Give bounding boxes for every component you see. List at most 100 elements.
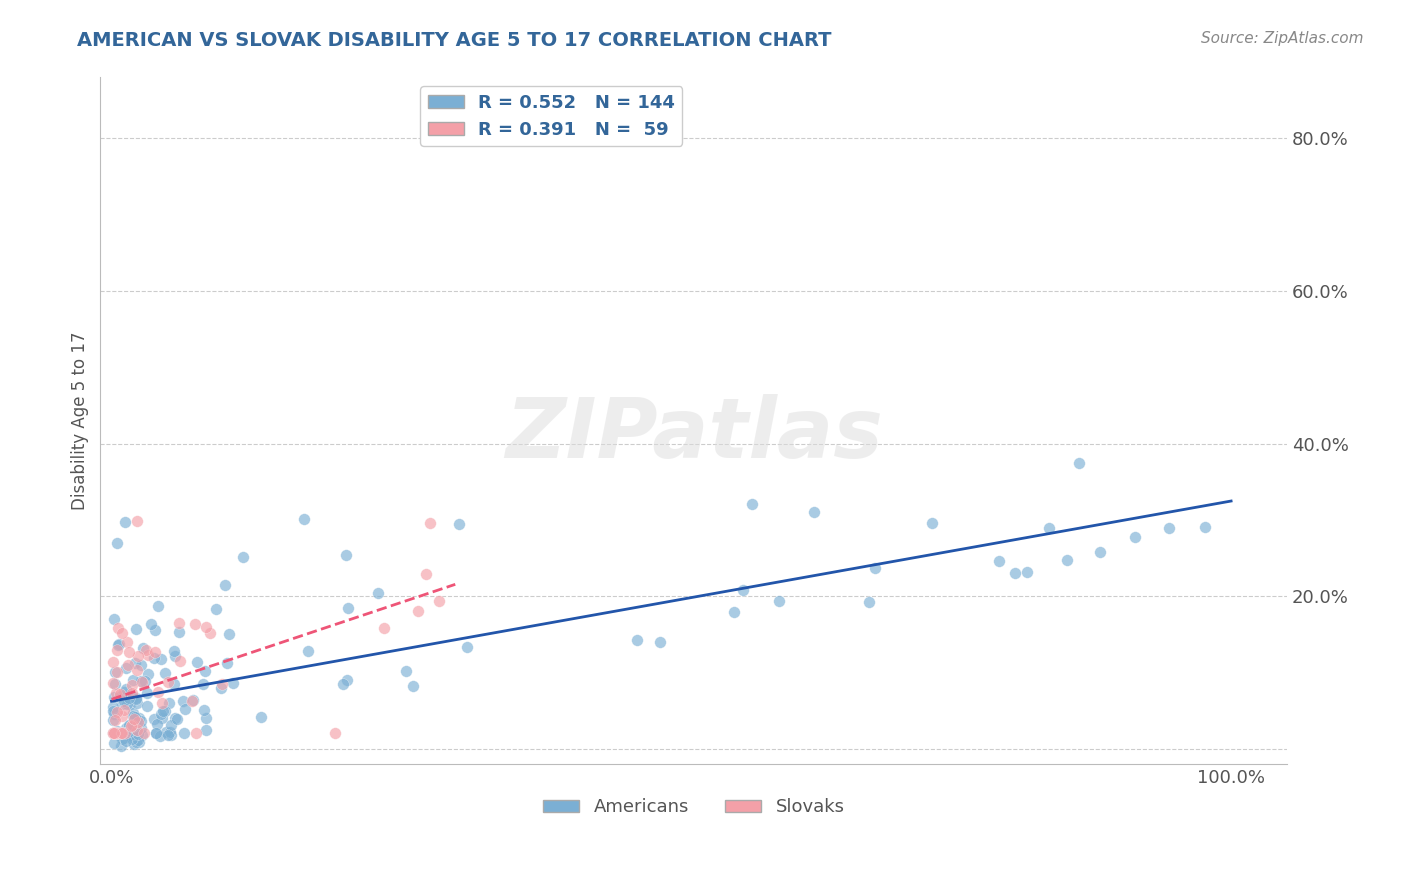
Text: ZIPatlas: ZIPatlas (505, 394, 883, 475)
Point (135, 686, 157, 700)
Point (104, 714, 127, 728)
Point (163, 677, 186, 691)
Point (121, 678, 143, 692)
Point (456, 640, 478, 654)
Point (110, 726, 132, 740)
Point (105, 642, 128, 657)
Point (1056, 553, 1078, 567)
Point (131, 728, 153, 742)
Point (131, 641, 153, 656)
Point (127, 663, 149, 677)
Point (159, 717, 181, 731)
Point (1088, 545, 1111, 559)
Point (103, 690, 125, 705)
Point (335, 548, 357, 562)
Point (401, 679, 423, 693)
Point (367, 585, 389, 599)
Point (101, 713, 124, 727)
Point (172, 694, 194, 708)
Point (250, 710, 273, 724)
Point (118, 727, 141, 741)
Point (193, 703, 215, 717)
Point (107, 621, 129, 635)
Point (194, 664, 217, 678)
Point (101, 676, 124, 690)
Point (1038, 521, 1060, 535)
Point (198, 626, 221, 640)
Point (415, 567, 437, 582)
Point (125, 723, 148, 737)
Point (107, 639, 129, 653)
Point (153, 704, 176, 718)
Point (373, 621, 395, 635)
Point (107, 637, 129, 651)
Point (1159, 521, 1181, 535)
Point (122, 719, 145, 733)
Point (741, 497, 763, 511)
Point (115, 660, 138, 674)
Point (122, 723, 145, 737)
Point (156, 728, 179, 742)
Point (125, 696, 148, 710)
Point (214, 577, 236, 591)
Point (145, 726, 167, 740)
Point (122, 673, 145, 688)
Point (111, 709, 134, 723)
Point (181, 694, 204, 708)
Point (103, 726, 125, 740)
Point (112, 684, 135, 698)
Point (117, 634, 139, 648)
Point (110, 689, 132, 703)
Point (110, 726, 132, 740)
Point (125, 691, 148, 706)
Point (1015, 565, 1038, 579)
Point (406, 604, 429, 618)
Point (194, 711, 217, 725)
Point (163, 649, 186, 664)
Point (419, 516, 441, 530)
Point (449, 517, 471, 532)
Point (153, 665, 176, 680)
Point (112, 694, 135, 708)
Point (124, 656, 146, 670)
Point (186, 655, 208, 669)
Point (117, 725, 139, 739)
Point (101, 655, 124, 669)
Point (211, 677, 233, 691)
Point (292, 512, 315, 526)
Point (150, 696, 173, 710)
Point (122, 706, 145, 720)
Point (108, 687, 131, 701)
Legend: Americans, Slovaks: Americans, Slovaks (536, 791, 852, 823)
Point (107, 726, 129, 740)
Point (332, 677, 354, 691)
Point (105, 535, 128, 549)
Point (156, 675, 179, 690)
Point (101, 725, 124, 739)
Point (1004, 566, 1026, 581)
Point (125, 690, 148, 705)
Point (120, 719, 142, 733)
Point (174, 702, 197, 716)
Point (157, 696, 180, 710)
Point (124, 622, 146, 636)
Point (122, 712, 145, 726)
Point (105, 726, 128, 740)
Point (103, 736, 125, 750)
Point (626, 633, 648, 648)
Point (336, 673, 359, 687)
Point (160, 728, 183, 742)
Y-axis label: Disability Age 5 to 17: Disability Age 5 to 17 (72, 332, 89, 510)
Point (167, 625, 190, 640)
Point (184, 616, 207, 631)
Point (115, 681, 138, 696)
Point (194, 723, 217, 737)
Point (138, 648, 160, 663)
Point (148, 599, 170, 613)
Point (131, 675, 153, 690)
Point (218, 627, 240, 641)
Text: Source: ZipAtlas.com: Source: ZipAtlas.com (1201, 31, 1364, 46)
Point (427, 594, 450, 608)
Point (395, 665, 418, 679)
Point (166, 712, 188, 726)
